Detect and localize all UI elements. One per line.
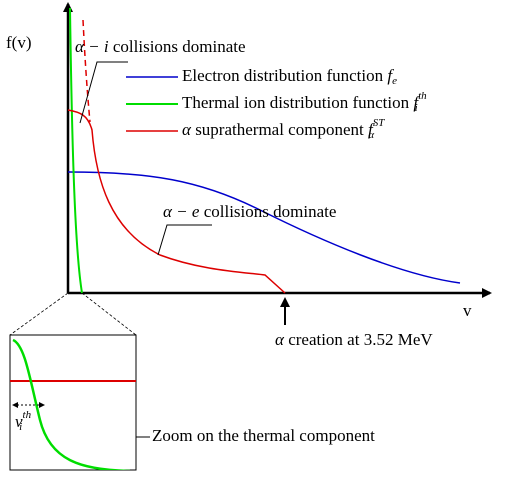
legend-prefix: α — [182, 120, 192, 139]
annotation-symbol: α — [275, 330, 285, 349]
suprathermal-curve — [67, 109, 286, 294]
annotation-symbol: α − i — [75, 37, 109, 56]
legend-sub: α — [368, 129, 374, 141]
electron-curve — [67, 171, 461, 284]
zoom-guide — [81, 292, 137, 336]
legend-entry: Thermal ion distribution function fth i — [182, 90, 427, 114]
legend-sub: e — [392, 75, 397, 87]
annotation-text: creation at 3.52 MeV — [288, 330, 433, 349]
annotation-text: collisions dominate — [113, 37, 246, 56]
symbol: v — [15, 412, 23, 431]
annotation-symbol: α − e — [163, 202, 200, 221]
x-axis-label: v — [463, 301, 472, 320]
leader-line — [157, 224, 212, 256]
suprathermal-dashed — [82, 19, 91, 123]
thermal-velocity-label: vth i — [15, 409, 32, 433]
sub: i — [19, 421, 22, 433]
legend-text: Thermal ion distribution function — [182, 93, 410, 112]
legend-text: suprathermal component — [195, 120, 364, 139]
annotation: α − e collisions dominate — [163, 202, 336, 221]
zoom-box — [9, 334, 137, 471]
zoom-thermal — [12, 338, 131, 470]
annotation-text: collisions dominate — [204, 202, 337, 221]
legend-symbol: f — [413, 93, 420, 112]
legend-entry: Electron distribution function fe — [182, 66, 397, 87]
sup: th — [23, 409, 32, 421]
legend-sup: th — [418, 90, 427, 102]
legend-entry: α suprathermal component fST α — [182, 117, 385, 141]
legend-text: Electron distribution function — [182, 66, 384, 85]
leader-line — [79, 61, 128, 124]
annotation: Zoom on the thermal component — [152, 426, 375, 445]
legend-symbol: f — [368, 120, 375, 139]
zoom-guide — [9, 292, 69, 336]
legend-sup: ST — [373, 117, 386, 129]
annotation: α creation at 3.52 MeV — [275, 330, 433, 349]
annotation: α − i collisions dominate — [75, 37, 246, 56]
thermal-ion-curve — [69, 7, 83, 294]
y-axis-label: f(v) — [6, 33, 31, 52]
legend-sub: i — [415, 102, 418, 114]
legend-symbol: f — [387, 66, 394, 85]
